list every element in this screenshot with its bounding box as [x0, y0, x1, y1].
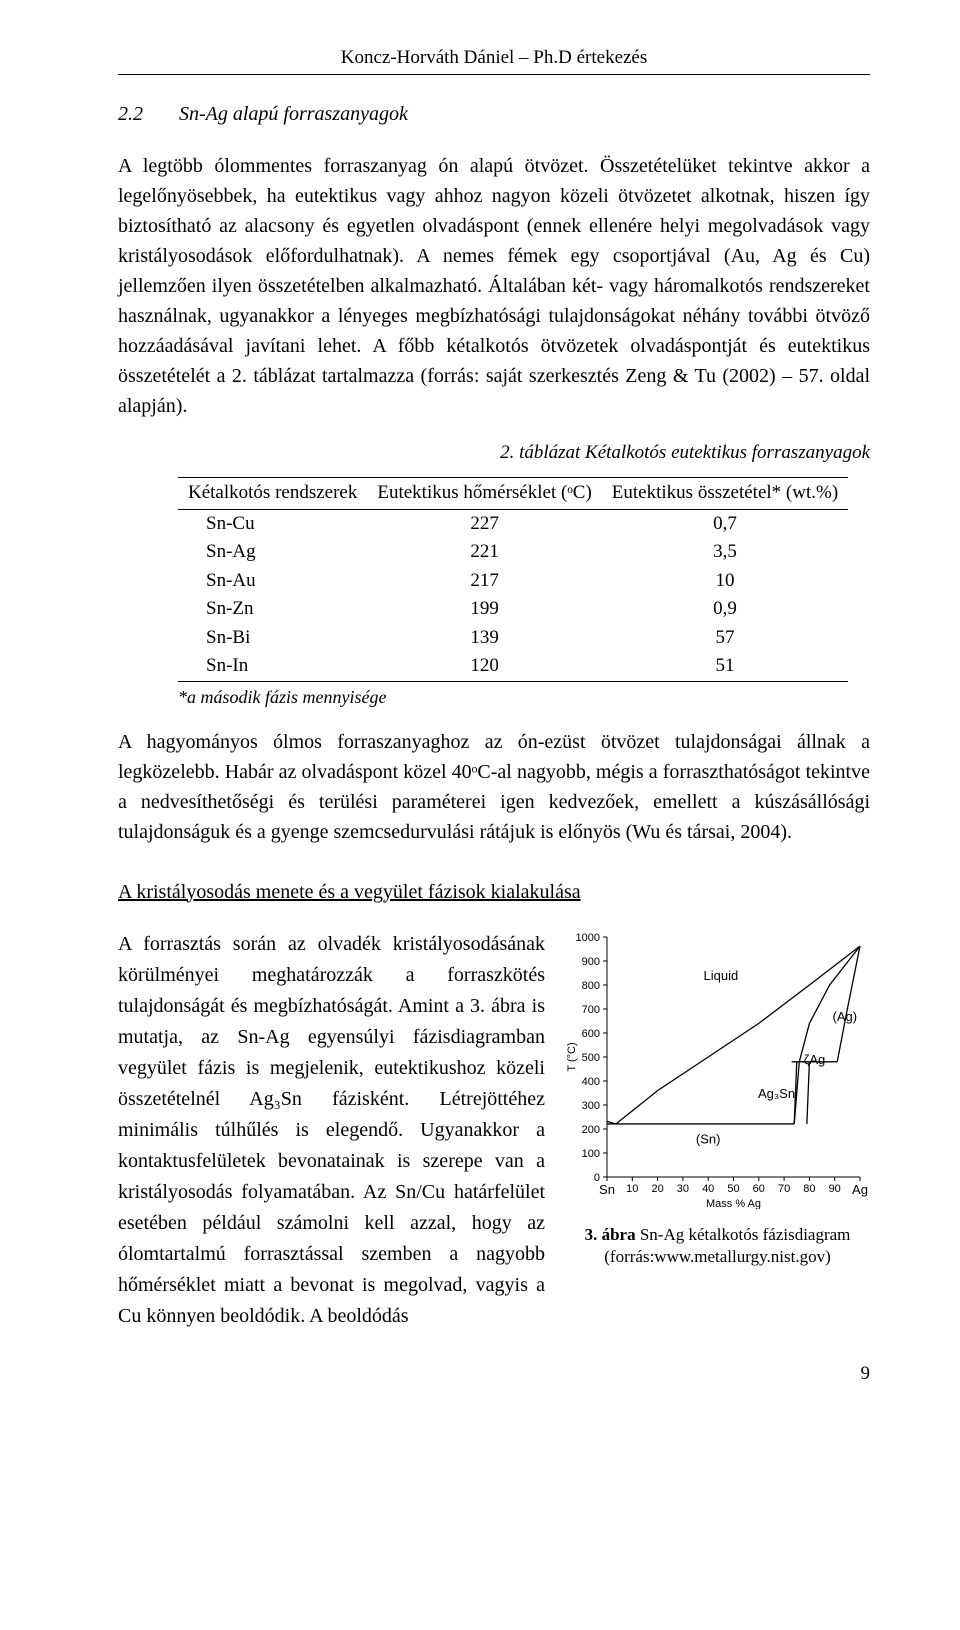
svg-text:(Ag): (Ag) [833, 1009, 858, 1024]
svg-text:500: 500 [582, 1052, 600, 1064]
table-cell: Sn-Bi [178, 624, 367, 653]
paragraph-1: A legtöbb ólommentes forraszanyag ón ala… [118, 151, 870, 421]
svg-text:40: 40 [702, 1183, 714, 1195]
svg-text:800: 800 [582, 980, 600, 992]
two-column-block: A forrasztás során az olvadék kristályos… [118, 929, 870, 1332]
svg-text:70: 70 [778, 1183, 790, 1195]
section-number: 2.2 [118, 103, 143, 125]
section-title: Sn-Ag alapú forraszanyagok [179, 103, 408, 125]
table-cell: 221 [367, 538, 601, 567]
table-row: Sn-Cu2270,7 [178, 509, 848, 538]
eutectic-table: Kétalkotós rendszerek Eutektikus hőmérsé… [178, 477, 848, 682]
svg-text:200: 200 [582, 1124, 600, 1136]
svg-text:30: 30 [677, 1183, 689, 1195]
svg-text:60: 60 [753, 1183, 765, 1195]
table-cell: 120 [367, 652, 601, 681]
table-col-2: Eutektikus összetétel* (wt.%) [602, 478, 848, 510]
svg-text:Sn: Sn [599, 1182, 615, 1197]
svg-text:ζAg: ζAg [804, 1052, 826, 1067]
table-cell: 0,9 [602, 595, 848, 624]
svg-text:90: 90 [829, 1183, 841, 1195]
table-cell: 139 [367, 624, 601, 653]
table-body: Sn-Cu2270,7Sn-Ag2213,5Sn-Au21710Sn-Zn199… [178, 509, 848, 681]
paragraph-3: A forrasztás során az olvadék kristályos… [118, 929, 545, 1332]
table-row: Sn-Ag2213,5 [178, 538, 848, 567]
table-header-row: Kétalkotós rendszerek Eutektikus hőmérsé… [178, 478, 848, 510]
svg-text:900: 900 [582, 956, 600, 968]
table-cell: 10 [602, 567, 848, 596]
table-cell: 3,5 [602, 538, 848, 567]
table-cell: Sn-Cu [178, 509, 367, 538]
svg-text:Mass % Ag: Mass % Ag [706, 1198, 761, 1209]
svg-text:300: 300 [582, 1100, 600, 1112]
svg-text:Liquid: Liquid [703, 968, 738, 983]
table-cell: 0,7 [602, 509, 848, 538]
table-col-0: Kétalkotós rendszerek [178, 478, 367, 510]
table-cell: Sn-Zn [178, 595, 367, 624]
table-caption: 2. táblázat Kétalkotós eutektikus forras… [118, 439, 870, 468]
table-cell: 199 [367, 595, 601, 624]
table-cell: 57 [602, 624, 848, 653]
svg-text:400: 400 [582, 1076, 600, 1088]
table-row: Sn-Zn1990,9 [178, 595, 848, 624]
sub-heading: A kristályosodás menete és a vegyület fá… [118, 877, 870, 907]
svg-text:80: 80 [803, 1183, 815, 1195]
paragraph-2: A hagyományos ólmos forraszanyaghoz az ó… [118, 727, 870, 847]
table-cell: Sn-Au [178, 567, 367, 596]
phase-diagram-chart: 0100200300400500600700800900100010203040… [565, 929, 870, 1209]
table-footnote: *a második fázis mennyisége [178, 684, 870, 711]
table-row: Sn-In12051 [178, 652, 848, 681]
table-cell: Sn-Ag [178, 538, 367, 567]
svg-text:10: 10 [626, 1183, 638, 1195]
svg-text:700: 700 [582, 1004, 600, 1016]
table-col-1: Eutektikus hőmérséklet (ᵒC) [367, 478, 601, 510]
svg-text:Ag: Ag [852, 1182, 868, 1197]
table-row: Sn-Bi13957 [178, 624, 848, 653]
figure-caption-num: 3. ábra [585, 1225, 636, 1244]
svg-text:T (°C): T (°C) [566, 1042, 578, 1071]
svg-text:100: 100 [582, 1148, 600, 1160]
table-row: Sn-Au21710 [178, 567, 848, 596]
svg-text:(Sn): (Sn) [696, 1131, 721, 1146]
svg-text:20: 20 [651, 1183, 663, 1195]
table-cell: 217 [367, 567, 601, 596]
svg-text:50: 50 [727, 1183, 739, 1195]
figure-block: 0100200300400500600700800900100010203040… [565, 929, 870, 1268]
svg-text:600: 600 [582, 1028, 600, 1040]
figure-caption-text: Sn-Ag kétalkotós fázisdiagram (forrás:ww… [604, 1225, 850, 1266]
svg-text:1000: 1000 [576, 932, 600, 944]
table-cell: 227 [367, 509, 601, 538]
page-number: 9 [118, 1360, 870, 1389]
page-root: Koncz-Horváth Dániel – Ph.D értekezés 2.… [0, 0, 960, 1630]
running-head: Koncz-Horváth Dániel – Ph.D értekezés [118, 44, 870, 75]
section-heading: 2.2 Sn-Ag alapú forraszanyagok [118, 99, 870, 129]
svg-text:Ag₃Sn: Ag₃Sn [758, 1085, 795, 1100]
table-cell: 51 [602, 652, 848, 681]
figure-caption: 3. ábra Sn-Ag kétalkotós fázisdiagram (f… [565, 1224, 870, 1268]
table-cell: Sn-In [178, 652, 367, 681]
